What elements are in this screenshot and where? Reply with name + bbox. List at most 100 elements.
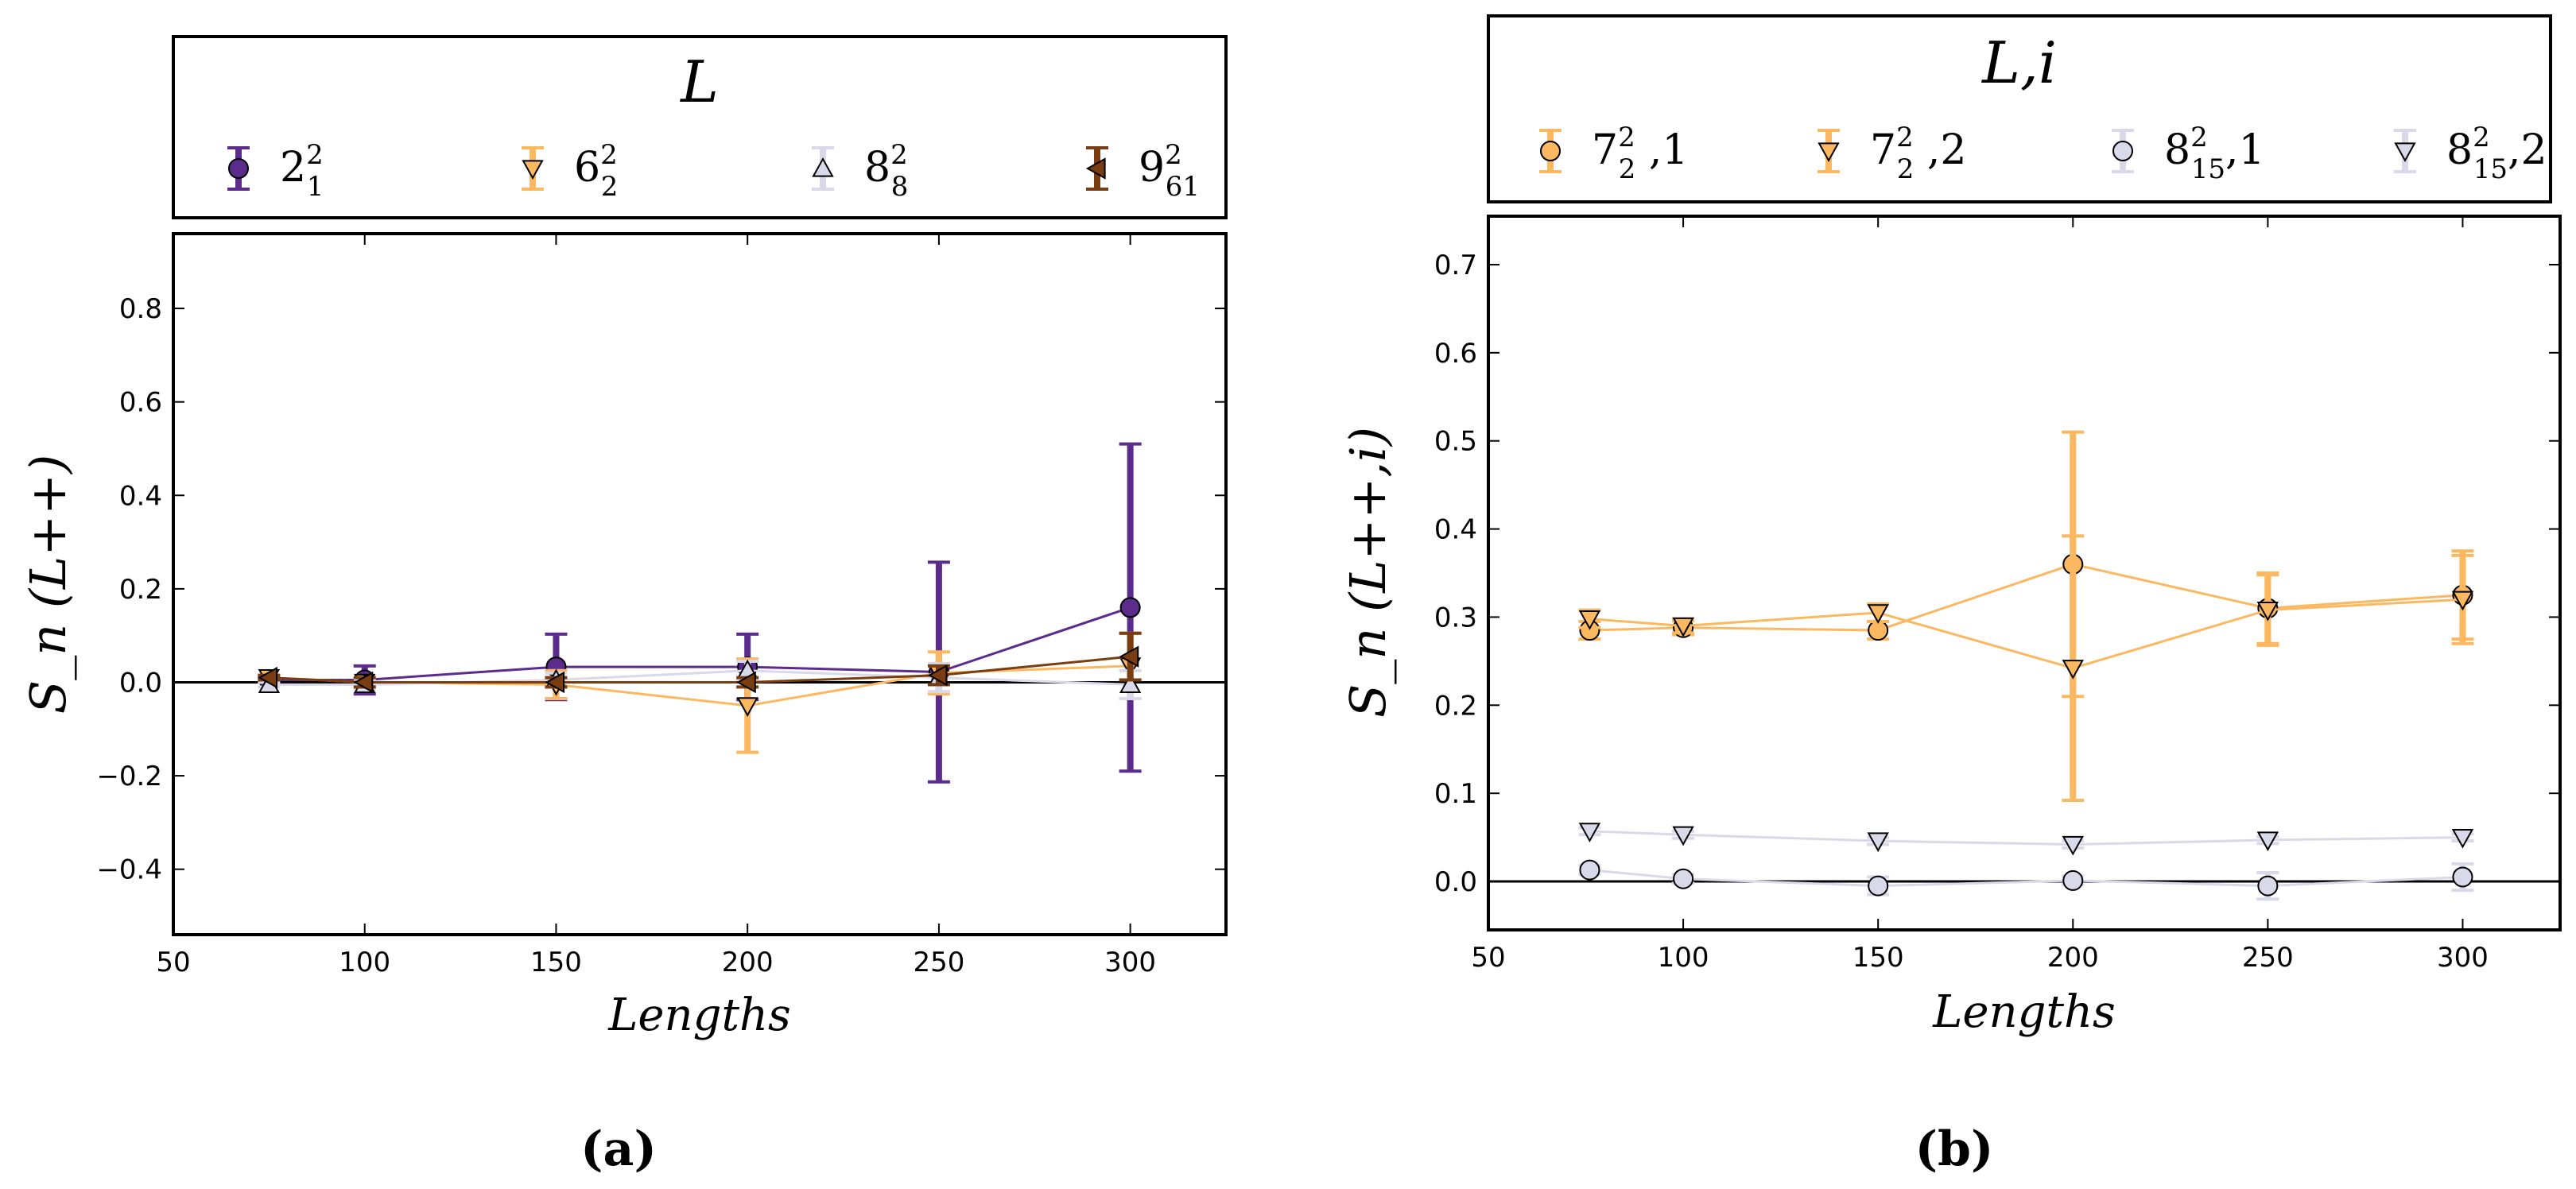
legend-marker: [522, 160, 544, 180]
legend-marker: [812, 157, 834, 177]
x-tick-label: 50: [1471, 942, 1505, 974]
series-group-b: [1578, 430, 2474, 901]
legend-marker: [1540, 141, 1561, 161]
y-tick-label: 0.0: [119, 667, 162, 699]
panel-label-b: (b): [1915, 1121, 1994, 1177]
data-point: [1119, 673, 1142, 694]
y-tick-label: 0.2: [119, 574, 162, 606]
legend-box-b: [1487, 14, 2552, 203]
data-point: [1578, 823, 1601, 842]
axis-ticks-b: 50 100 150 200 250 300 0.0 0.1 0.2 0.3 0.4 0.5 0.6 0.…: [1434, 216, 2560, 974]
series-line: [1589, 830, 2463, 846]
y-tick-label: 0.6: [1434, 338, 1477, 370]
data-point: [2256, 601, 2279, 622]
legend-label: 62 2: [574, 139, 618, 203]
chart-panel-b: L,i 72 2 ,1 72 2 ,2 82 15,1 82 15,2 50 100 150 200…: [1339, 14, 2562, 1177]
x-tick-label: 150: [1852, 942, 1904, 974]
legend-entry: 62 2: [522, 139, 618, 203]
data-point: [1867, 604, 1889, 624]
legend-label: 72 2 ,2: [1870, 122, 1967, 185]
legend-marker: [2112, 141, 2133, 161]
x-tick-label: 50: [156, 947, 190, 978]
y-tick-label: 0.6: [119, 387, 162, 419]
data-point: [2062, 869, 2084, 891]
legend-a: 22 1 62 2 82 8 92 61: [227, 139, 1200, 203]
series-line: [1589, 598, 2463, 670]
legend-label: 82 8: [864, 139, 908, 203]
legend-entry: 72 2 ,2: [1818, 122, 1967, 185]
data-point: [2451, 828, 2474, 849]
series-8_15^2,1: [1578, 859, 2474, 901]
y-tick-label: 0.3: [1434, 602, 1477, 633]
panel-label-a: (a): [580, 1121, 657, 1177]
data-point: [736, 671, 756, 694]
y-tick-label: 0.8: [119, 293, 162, 325]
series-9_61^2: [258, 631, 1142, 694]
x-tick-label: 100: [1658, 942, 1709, 974]
y-tick-label: 0.0: [1434, 866, 1477, 898]
data-point: [1578, 610, 1601, 630]
series-line: [269, 655, 1131, 684]
legend-title-a: L: [679, 48, 719, 115]
data-point: [353, 671, 374, 694]
x-axis-label-b: Lengths: [1932, 986, 2116, 1038]
data-point: [1868, 875, 1889, 897]
legend-entry: 82 15,2: [2394, 122, 2547, 185]
legend-marker: [1085, 157, 1106, 180]
legend-entry: 72 2 ,1: [1539, 122, 1689, 185]
x-tick-label: 300: [1104, 947, 1156, 978]
legend-entry: 82 15,1: [2112, 122, 2265, 185]
data-point: [927, 664, 948, 687]
x-tick-label: 200: [2047, 942, 2099, 974]
series-7_2^2,2: [1578, 534, 2474, 803]
y-tick-label: 0.4: [119, 480, 162, 512]
data-point: [545, 671, 565, 694]
legend-title-b: L,i: [1980, 29, 2057, 96]
y-tick-label: 0.7: [1434, 250, 1477, 281]
y-tick-label: 0.2: [1434, 690, 1477, 722]
y-tick-label: 0.1: [1434, 778, 1477, 810]
data-point: [1119, 597, 1141, 618]
data-point: [736, 697, 758, 717]
chart-panel-a: L 22 1 62 2 82 8 92 61 50 100 150 200 250 300 −0.4 −0.…: [19, 35, 1228, 1177]
y-tick-label: −0.2: [96, 761, 162, 792]
plot-area-b: [1487, 215, 2562, 931]
series-8_15^2,2: [1578, 823, 2474, 856]
data-point: [2062, 660, 2084, 680]
data-point: [2451, 591, 2474, 611]
series-line: [1589, 563, 2463, 632]
y-tick-label: 0.4: [1434, 514, 1477, 546]
x-tick-label: 200: [722, 947, 774, 978]
y-axis-label-a-text: S_n (L++): [19, 455, 77, 715]
y-tick-label: −0.4: [96, 854, 162, 886]
data-point: [1672, 617, 1694, 637]
legend-label: 82 15,2: [2446, 122, 2547, 185]
data-point: [1867, 832, 1889, 853]
legend-box-a: [172, 35, 1228, 219]
legend-marker: [2394, 142, 2416, 163]
series-group-a: [258, 442, 1142, 784]
legend-marker: [228, 158, 249, 179]
legend-label: 92 61: [1139, 139, 1200, 203]
series-line: [269, 669, 1131, 686]
data-point: [1673, 868, 1694, 889]
data-point: [2062, 835, 2084, 856]
legend-label: 22 1: [280, 139, 324, 203]
plot-area-a: [172, 232, 1228, 936]
legend-entry: 22 1: [227, 139, 324, 203]
x-tick-label: 300: [2437, 942, 2489, 974]
x-tick-label: 100: [339, 947, 390, 978]
legend-b: 72 2 ,1 72 2 ,2 82 15,1 82 15,2: [1539, 122, 2547, 185]
legend-label: 82 15,1: [2164, 122, 2265, 185]
x-tick-label: 150: [530, 947, 582, 978]
data-point: [1119, 645, 1139, 668]
data-point: [2452, 866, 2473, 888]
data-point: [1672, 826, 1694, 846]
data-point: [2256, 831, 2279, 851]
x-axis-label-a: Lengths: [607, 990, 791, 1041]
series-line: [269, 606, 1131, 682]
y-tick-label: 0.5: [1434, 426, 1477, 458]
x-tick-label: 250: [2242, 942, 2294, 974]
legend-entry: 82 8: [812, 139, 908, 203]
